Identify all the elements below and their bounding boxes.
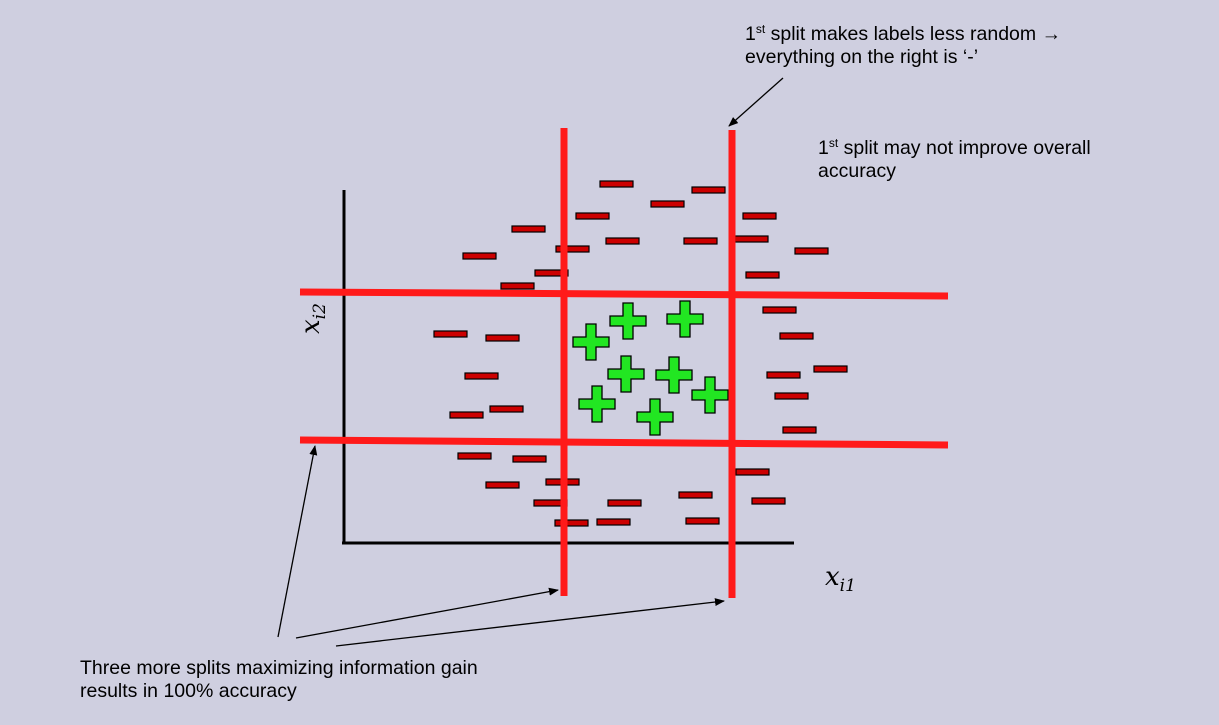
minus-marker bbox=[691, 186, 726, 194]
minus-marker bbox=[779, 332, 814, 340]
minus-marker bbox=[511, 225, 546, 233]
minus-marker bbox=[751, 497, 786, 505]
minus-marker bbox=[575, 212, 610, 220]
minus-marker bbox=[596, 518, 631, 526]
y-axis-label: xi2 bbox=[296, 303, 330, 334]
accuracy-note: 1st split may not improve overall accura… bbox=[818, 137, 1198, 183]
minus-marker bbox=[745, 271, 780, 279]
plus-marker bbox=[666, 300, 704, 338]
y-axis-label-var: x bbox=[296, 319, 326, 334]
minus-marker bbox=[813, 365, 848, 373]
arrow-bottom-split bbox=[277, 445, 318, 638]
minus-marker bbox=[774, 392, 809, 400]
minus-marker bbox=[599, 180, 634, 188]
three-splits-note: Three more splits maximizing information… bbox=[80, 657, 600, 703]
minus-marker bbox=[683, 237, 718, 245]
minus-marker bbox=[500, 282, 535, 290]
accuracy-note-ordinal: 1 bbox=[818, 137, 829, 159]
minus-marker bbox=[512, 455, 547, 463]
minus-marker bbox=[794, 247, 829, 255]
minus-marker bbox=[534, 269, 569, 277]
plus-marker bbox=[691, 376, 729, 414]
x-axis-label-sub: i1 bbox=[839, 576, 856, 596]
minus-marker bbox=[464, 372, 499, 380]
first-split-note-line1: split makes labels less random → bbox=[765, 23, 1062, 45]
split-line-horizontal-bottom bbox=[299, 436, 949, 449]
y-axis-label-sub: i2 bbox=[310, 303, 330, 320]
first-split-note: 1st split makes labels less random → eve… bbox=[745, 23, 1165, 69]
arrow-left-split bbox=[295, 587, 559, 639]
first-split-note-sup: st bbox=[755, 22, 766, 36]
x-axis-label-var: x bbox=[825, 562, 840, 592]
plus-marker bbox=[609, 302, 647, 340]
accuracy-note-line2: accuracy bbox=[818, 160, 897, 182]
minus-marker bbox=[462, 252, 497, 260]
three-splits-note-line2: results in 100% accuracy bbox=[80, 680, 297, 702]
minus-marker bbox=[485, 481, 520, 489]
minus-marker bbox=[742, 212, 777, 220]
minus-marker bbox=[735, 468, 770, 476]
minus-marker bbox=[605, 237, 640, 245]
x-axis-label: xi1 bbox=[825, 562, 856, 596]
split-line-horizontal-top bbox=[299, 288, 949, 300]
negative-samples bbox=[433, 180, 848, 527]
arrow-right-split bbox=[335, 598, 725, 647]
minus-marker bbox=[555, 245, 590, 253]
plus-marker bbox=[578, 385, 616, 423]
minus-marker bbox=[678, 491, 713, 499]
first-split-note-line2: everything on the right is ‘-’ bbox=[745, 46, 979, 68]
arrow-first-split bbox=[728, 77, 784, 127]
minus-marker bbox=[449, 411, 484, 419]
minus-marker bbox=[433, 330, 468, 338]
plus-marker bbox=[572, 323, 610, 361]
minus-marker bbox=[554, 519, 589, 527]
three-splits-note-line1: Three more splits maximizing information… bbox=[80, 657, 478, 679]
minus-marker bbox=[782, 426, 817, 434]
plus-marker bbox=[636, 398, 674, 436]
accuracy-note-sup: st bbox=[828, 136, 839, 150]
minus-marker bbox=[485, 334, 520, 342]
plus-marker bbox=[655, 356, 693, 394]
plus-marker bbox=[607, 355, 645, 393]
positive-samples bbox=[572, 300, 729, 436]
minus-marker bbox=[766, 371, 801, 379]
minus-marker bbox=[734, 235, 769, 243]
minus-marker bbox=[489, 405, 524, 413]
minus-marker bbox=[685, 517, 720, 525]
minus-marker bbox=[607, 499, 642, 507]
accuracy-note-line1: split may not improve overall bbox=[838, 137, 1091, 159]
minus-marker bbox=[762, 306, 797, 314]
minus-marker bbox=[650, 200, 685, 208]
minus-marker bbox=[457, 452, 492, 460]
first-split-note-ordinal: 1 bbox=[745, 23, 756, 45]
